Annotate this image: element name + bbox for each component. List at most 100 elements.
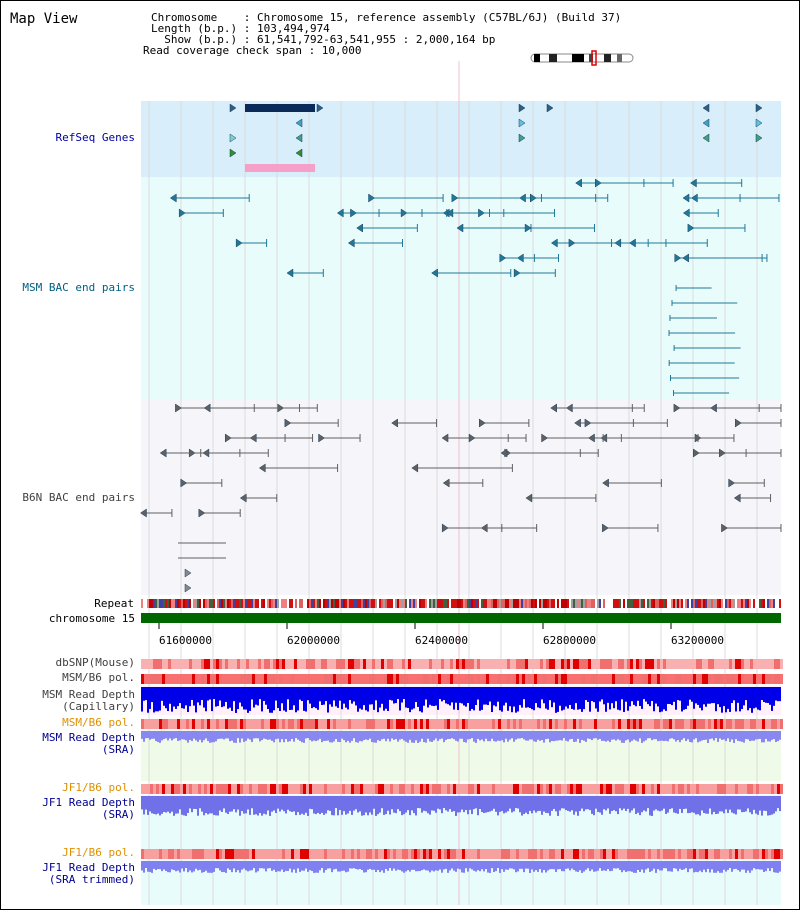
heat-cell <box>324 784 327 794</box>
track-label-msm-read-depth-capillary[interactable]: MSM Read Depth (Capillary) <box>42 688 135 713</box>
depth-bar <box>331 861 333 873</box>
repeat-element <box>505 599 507 608</box>
depth-bar <box>351 687 353 704</box>
depth-bar <box>663 861 665 869</box>
bac-end-marker <box>479 418 486 428</box>
heat-cell <box>741 674 744 684</box>
heat-cell <box>600 674 603 684</box>
track-label-jf1-b6-pol[interactable]: JF1/B6 pol. <box>62 781 135 794</box>
depth-bar <box>615 731 617 741</box>
heat-cell <box>180 784 183 794</box>
repeat-element <box>669 599 671 608</box>
heat-cell <box>282 849 285 859</box>
depth-bar <box>151 687 153 703</box>
depth-bar <box>191 861 193 873</box>
track-label-refseq-genes[interactable]: RefSeq Genes <box>55 131 135 144</box>
depth-bar <box>619 796 621 809</box>
repeat-element <box>207 599 209 608</box>
depth-bar <box>377 687 379 713</box>
repeat-element <box>467 599 469 608</box>
track-label-msm-read-depth-sra[interactable]: MSM Read Depth (SRA) <box>42 731 135 756</box>
depth-bar <box>497 687 499 702</box>
track-label-msm-b6-pol[interactable]: MSM/B6 pol. <box>62 671 135 684</box>
depth-bar <box>705 861 707 873</box>
heat-cell <box>264 784 267 794</box>
heat-cell <box>777 674 780 684</box>
heat-cell <box>465 659 468 669</box>
depth-bar <box>231 731 233 741</box>
repeat-element <box>169 599 171 608</box>
depth-bar <box>743 796 745 812</box>
heat-cell <box>402 784 405 794</box>
heat-cell <box>186 719 189 729</box>
depth-bar <box>409 687 411 713</box>
heat-cell <box>639 659 642 669</box>
depth-bar <box>361 687 363 710</box>
heat-cell <box>519 659 522 669</box>
heat-cell <box>681 659 684 669</box>
heat-cell <box>621 659 624 669</box>
depth-bar <box>723 687 725 707</box>
track-label-repeat[interactable]: Repeat <box>94 597 134 610</box>
track-label-dbsnp[interactable]: dbSNP(Mouse) <box>55 656 135 669</box>
track-label-b6n-bac[interactable]: B6N BAC end pairs <box>22 491 135 504</box>
track-label-jf1-read-depth-sra[interactable]: JF1 Read Depth (SRA) <box>42 796 135 821</box>
heat-cell <box>576 719 579 729</box>
heat-cell <box>141 849 144 859</box>
heat-cell <box>630 719 633 729</box>
repeat-element <box>303 599 305 608</box>
heat-cell <box>303 674 306 684</box>
heat-cell <box>351 719 354 729</box>
depth-bar <box>715 687 717 712</box>
depth-bar <box>243 687 245 710</box>
track-label-jf1-b6-pol-trimmed[interactable]: JF1/B6 pol. <box>62 846 135 859</box>
depth-bar <box>223 687 225 707</box>
depth-bar <box>625 796 627 812</box>
depth-bar <box>751 796 753 815</box>
depth-bar <box>703 861 705 870</box>
track-label-chromosome[interactable]: chromosome 15 <box>48 612 135 625</box>
heat-cell <box>672 674 675 684</box>
heat-cell <box>180 659 183 669</box>
repeat-element <box>211 599 213 608</box>
heat-cell <box>429 849 432 859</box>
depth-bar <box>499 731 501 741</box>
track-label-jf1-read-depth-trimmed[interactable]: JF1 Read Depth (SRA trimmed) <box>42 861 135 886</box>
heat-cell <box>432 849 435 859</box>
bac-end-marker <box>249 433 257 443</box>
heat-cell <box>705 719 708 729</box>
track-label-msm-bac[interactable]: MSM BAC end pairs <box>22 281 135 294</box>
depth-bar <box>275 687 277 701</box>
repeat-element <box>425 599 427 608</box>
heat-cell <box>747 674 750 684</box>
depth-bar <box>587 687 589 702</box>
depth-bar <box>623 731 625 743</box>
heat-cell <box>720 674 723 684</box>
repeat-element <box>645 599 647 608</box>
depth-bar <box>253 796 255 815</box>
heat-cell <box>462 659 465 669</box>
repeat-element <box>235 599 237 608</box>
depth-bar <box>419 731 421 742</box>
depth-bar <box>357 731 359 743</box>
depth-bar <box>227 731 229 739</box>
depth-bar <box>717 796 719 814</box>
heat-cell <box>438 719 441 729</box>
depth-bar <box>651 731 653 741</box>
heat-cell <box>465 849 468 859</box>
heat-cell <box>630 659 633 669</box>
depth-bar <box>307 861 309 872</box>
depth-bar <box>393 861 395 869</box>
heat-cell <box>381 674 384 684</box>
repeat-element <box>561 599 563 608</box>
heat-cell <box>615 784 618 794</box>
track-label-msm-b6-pol-sra[interactable]: MSM/B6 pol. <box>62 716 135 729</box>
repeat-element <box>209 599 211 608</box>
heat-cell <box>660 784 663 794</box>
depth-bar <box>363 687 365 706</box>
repeat-element <box>621 599 623 608</box>
msm-bac-track-bg <box>141 177 781 399</box>
repeat-element <box>701 599 703 608</box>
depth-bar <box>399 861 401 871</box>
